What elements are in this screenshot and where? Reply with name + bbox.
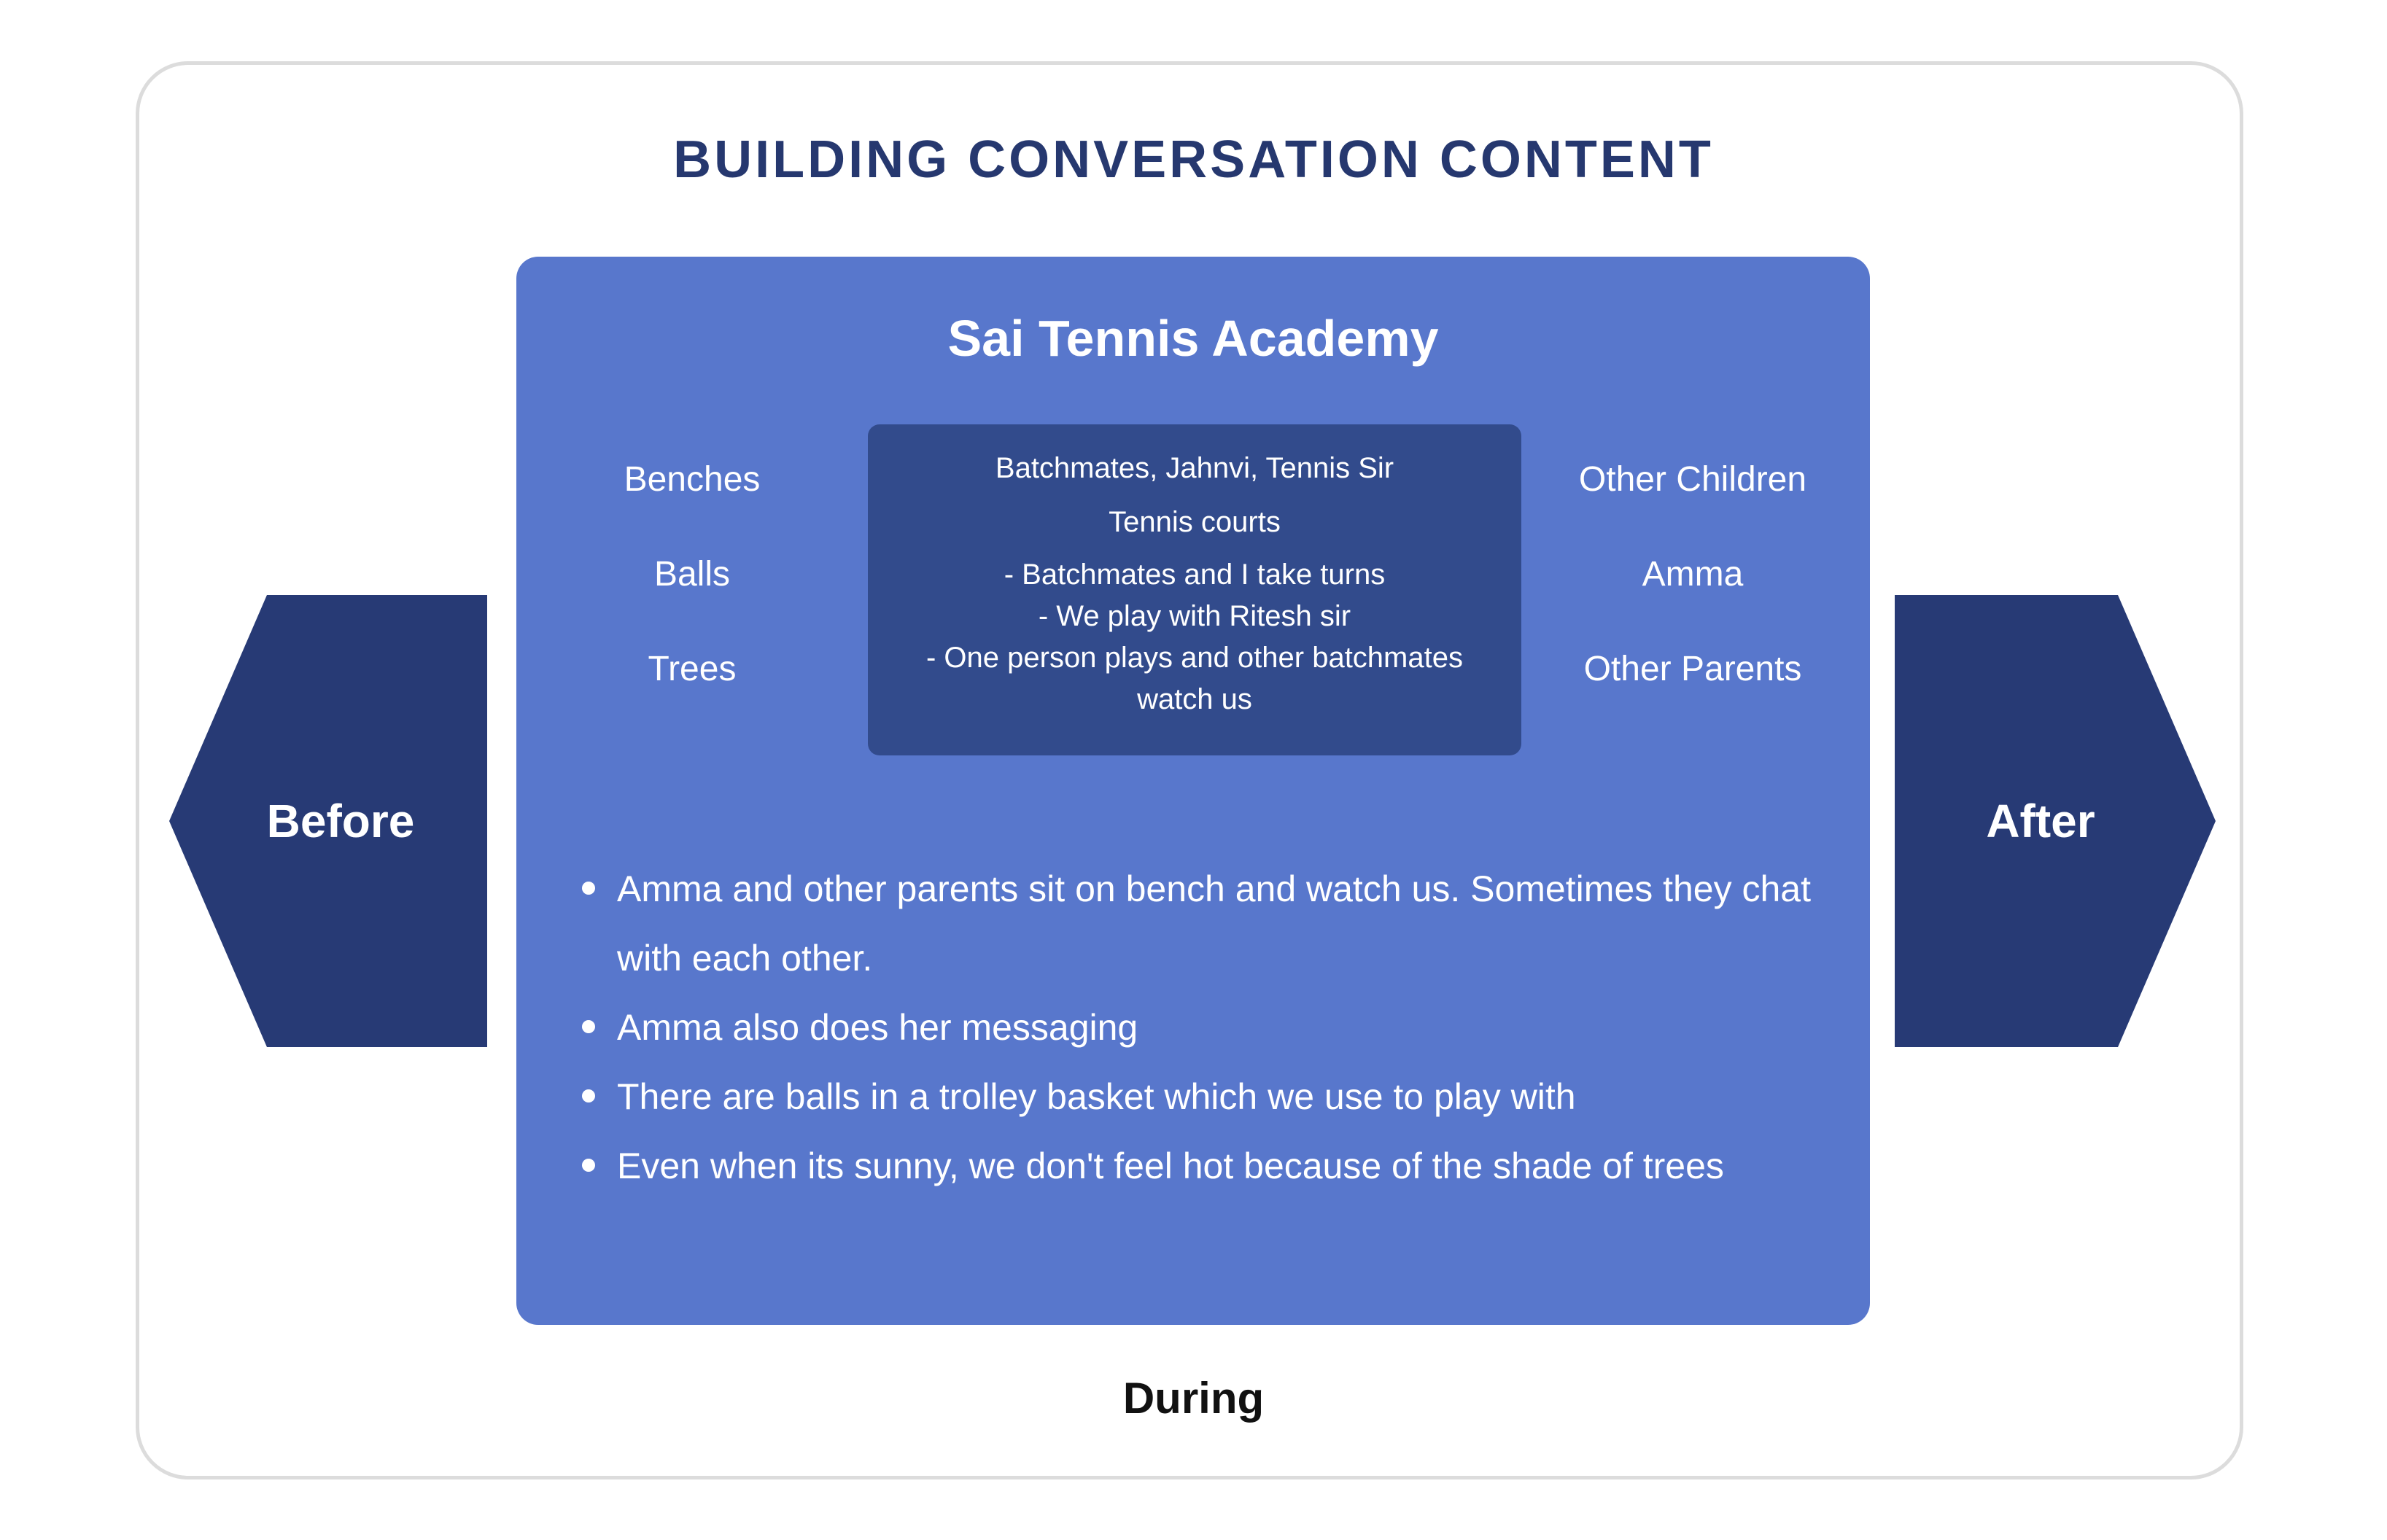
list-item: Other Children	[1578, 460, 1807, 499]
bullet-text: Even when its sunny, we don't feel hot b…	[617, 1146, 1724, 1186]
before-arrow: Before	[169, 595, 691, 1047]
page-title: BUILDING CONVERSATION CONTENT	[673, 131, 1714, 189]
bullet-text: Amma also does her messaging	[617, 1007, 1138, 1048]
center-place: Tennis courts	[1109, 506, 1281, 538]
activity-line: - One person plays and other batchmates …	[926, 642, 1463, 715]
bullet-item: Even when its sunny, we don't feel hot b…	[575, 1132, 1814, 1201]
activity-line: - Batchmates and I take turns	[1004, 559, 1386, 591]
center-people: Batchmates, Jahnvi, Tennis Sir	[995, 452, 1394, 484]
right-items-list: Other Children Amma Other Parents	[1518, 462, 1868, 747]
bullet-text: Amma and other parents sit on bench and …	[617, 868, 1811, 979]
bullet-list: Amma and other parents sit on bench and …	[575, 855, 1814, 1201]
list-item: Trees	[648, 650, 737, 688]
left-arrow-shape	[169, 595, 487, 1047]
bullet-item: Amma and other parents sit on bench and …	[575, 855, 1814, 993]
bullet-text: There are balls in a trolley basket whic…	[617, 1076, 1576, 1117]
after-arrow: After	[1895, 595, 2387, 1047]
list-item: Other Parents	[1583, 650, 1802, 688]
list-item: Amma	[1642, 555, 1744, 594]
list-item: Balls	[653, 555, 731, 594]
bullet-dot-icon	[582, 1089, 595, 1102]
bullet-dot-icon	[582, 1020, 595, 1033]
during-label: During	[1122, 1374, 1265, 1423]
bullet-item: There are balls in a trolley basket whic…	[575, 1062, 1814, 1132]
panel-title: Sai Tennis Academy	[947, 310, 1439, 367]
before-label: Before	[266, 795, 415, 847]
bullet-dot-icon	[582, 1159, 595, 1172]
center-box: Batchmates, Jahnvi, Tennis Sir Tennis co…	[868, 424, 1521, 755]
center-activities: - Batchmates and I take turns - We play …	[868, 554, 1521, 720]
list-item: Benches	[624, 460, 761, 499]
bullet-item: Amma also does her messaging	[575, 993, 1814, 1062]
after-label: After	[1986, 795, 2095, 847]
right-arrow-shape	[1895, 595, 2216, 1047]
activity-line: - We play with Ritesh sir	[1038, 600, 1351, 632]
left-items-list: Benches Balls Trees	[517, 462, 867, 747]
bullet-dot-icon	[582, 882, 595, 895]
during-panel: Sai Tennis Academy Benches Balls Trees B…	[516, 257, 1870, 1325]
